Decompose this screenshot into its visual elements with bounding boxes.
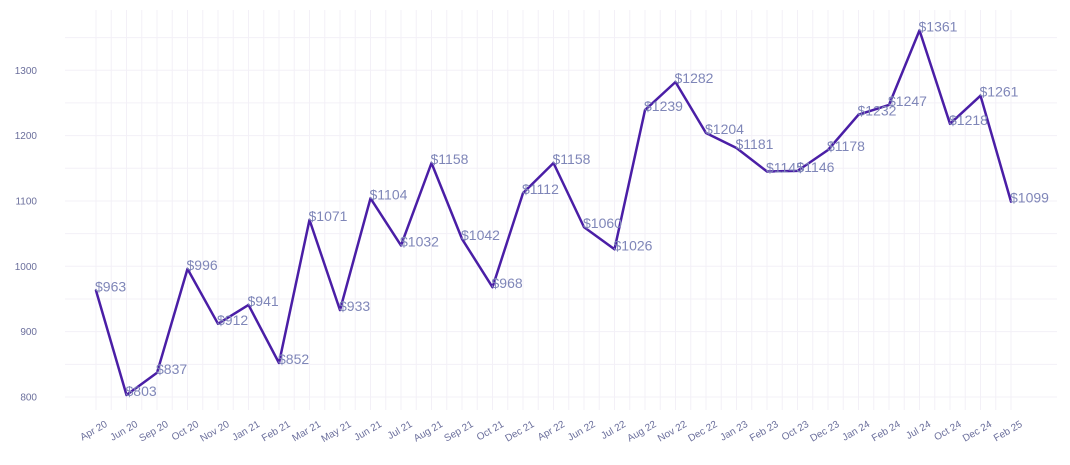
x-tick-label: Feb 23 — [748, 419, 781, 444]
y-tick-label: 1300 — [15, 66, 38, 77]
data-label: $1104 — [370, 186, 408, 202]
y-tick-label: 1000 — [15, 262, 38, 273]
x-tick-label: Jul 24 — [904, 419, 933, 442]
data-label: $1071 — [309, 208, 348, 224]
x-tick-label: Oct 24 — [932, 419, 963, 443]
data-label: $968 — [492, 275, 523, 291]
x-tick-label: Oct 20 — [170, 419, 201, 443]
y-axis-ticks: 800 900 1000 1100 1200 1300 — [15, 66, 38, 404]
x-tick-label: Dec 22 — [687, 419, 720, 445]
x-tick-label: Sep 20 — [138, 419, 171, 445]
data-label: $1218 — [949, 112, 988, 128]
x-tick-label: Apr 22 — [536, 419, 567, 443]
data-label: $912 — [217, 312, 248, 328]
data-label: $1060 — [583, 215, 622, 231]
data-label: $1261 — [980, 84, 1019, 100]
data-label: $1232 — [858, 103, 897, 119]
data-label: $1145 — [766, 160, 804, 176]
x-tick-label: Dec 23 — [809, 419, 842, 445]
data-label: $1099 — [1010, 190, 1049, 206]
y-tick-label: 900 — [20, 327, 37, 338]
grid-lines — [65, 10, 1057, 410]
x-tick-label: May 21 — [320, 419, 354, 445]
x-tick-label: Sep 21 — [443, 419, 476, 445]
x-tick-label: Jul 22 — [599, 419, 628, 442]
data-label: $1042 — [461, 227, 500, 243]
x-tick-label: Oct 21 — [475, 419, 506, 443]
x-tick-label: Jun 20 — [108, 419, 140, 444]
y-tick-label: 1100 — [15, 196, 37, 207]
series-line-group — [94, 29, 1013, 397]
x-tick-label: Aug 22 — [626, 419, 659, 445]
x-tick-label: Jan 21 — [230, 419, 262, 444]
data-label: $941 — [248, 293, 279, 309]
x-tick-label: Jun 21 — [352, 419, 384, 444]
data-label: $963 — [95, 278, 126, 294]
x-tick-label: Apr 20 — [78, 419, 109, 443]
x-tick-label: Dec 21 — [504, 419, 537, 445]
x-tick-label: Nov 22 — [656, 419, 689, 445]
x-tick-label: Oct 23 — [780, 419, 811, 443]
x-tick-label: Jan 23 — [718, 419, 750, 444]
x-tick-label: Mar 21 — [291, 419, 324, 444]
x-tick-label: Feb 21 — [260, 419, 293, 444]
data-label: $1146 — [797, 159, 835, 175]
data-label: $1282 — [675, 70, 714, 86]
data-label: $852 — [278, 351, 309, 367]
series-line — [94, 29, 1013, 397]
x-tick-label: Feb 25 — [992, 419, 1025, 444]
data-label: $1026 — [614, 237, 653, 253]
data-label: $1247 — [888, 93, 927, 109]
data-label: $1204 — [705, 121, 744, 137]
x-tick-label: Feb 24 — [870, 419, 903, 444]
x-tick-label: Jul 21 — [386, 419, 415, 442]
data-label: $1032 — [400, 233, 439, 249]
x-tick-label: Aug 21 — [412, 419, 445, 445]
data-label: $1178 — [827, 138, 865, 154]
x-tick-label: Jun 22 — [566, 419, 598, 444]
data-label: $803 — [126, 383, 157, 399]
x-tick-label: Dec 24 — [961, 419, 994, 445]
data-labels: $963 $803 $837 $996 $912$941 $852 $1071 $933 $11… — [95, 18, 1049, 399]
y-tick-label: 1200 — [15, 131, 38, 142]
x-tick-label: Nov 20 — [199, 419, 232, 445]
data-label: $1239 — [644, 98, 683, 114]
y-tick-label: 800 — [20, 393, 37, 404]
data-label: $1181 — [736, 136, 774, 152]
x-tick-label: Jan 24 — [840, 419, 872, 444]
data-label: $996 — [187, 257, 218, 273]
data-label: $1158 — [553, 151, 591, 167]
data-label: $1112 — [522, 181, 559, 197]
data-label: $1361 — [919, 18, 958, 34]
data-label: $837 — [156, 361, 187, 377]
data-label: $1158 — [431, 151, 469, 167]
data-label: $933 — [339, 298, 370, 314]
